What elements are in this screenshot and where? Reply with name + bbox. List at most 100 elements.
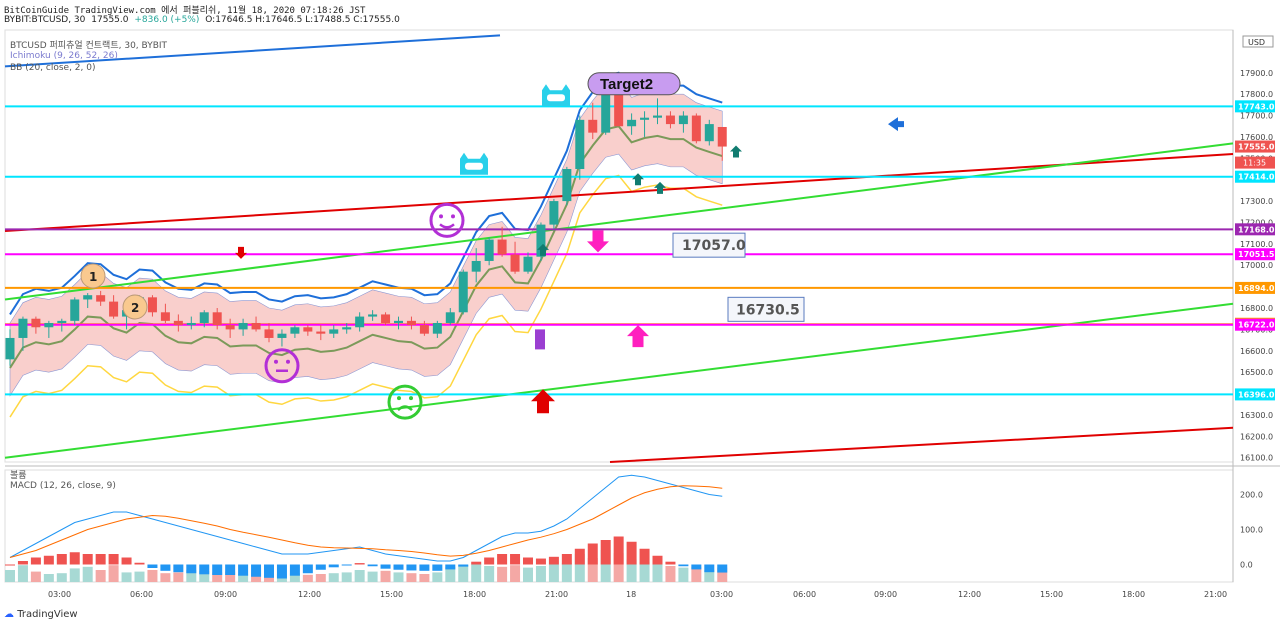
legend-title: BTCUSD 퍼피츄얼 컨트랙트, 30, BYBIT: [10, 41, 168, 51]
macd-histogram-bar: [289, 564, 300, 576]
volume-bar: [406, 573, 417, 582]
candle-body: [57, 320, 67, 323]
legend-bb[interactable]: BB (20, close, 2, 0): [10, 63, 96, 73]
ohlc-values: O:17646.5 H:17646.5 L:17488.5 C:17555.0: [205, 15, 400, 25]
price-label-tag: [1235, 281, 1275, 294]
macd-histogram-bar: [5, 564, 15, 566]
volume-bar: [367, 571, 378, 582]
currency-label: USD: [1248, 38, 1265, 47]
price-label-text: 17555.0: [1238, 143, 1275, 152]
bollinger-lower-line: [9, 174, 723, 418]
time-tick-label: 18: [626, 590, 636, 599]
candle-body: [355, 316, 365, 328]
tradingview-logo[interactable]: ☁ TradingView: [4, 609, 78, 620]
volume-bar: [173, 572, 184, 582]
volume-bar: [626, 559, 637, 582]
up-arrow-icon: [627, 325, 649, 348]
macd-histogram-bar: [535, 558, 546, 565]
price-tick-label: 17300.0: [1240, 197, 1273, 206]
macd-histogram-bar: [587, 543, 598, 565]
volume-bar: [548, 564, 559, 582]
publish-header: BitCoinGuide TradingView.com 에서 퍼블리쉬, 11…: [4, 6, 366, 16]
signal-line: [9, 485, 723, 558]
candle-body: [523, 256, 533, 272]
volume-bar: [691, 566, 702, 582]
target2-bubble: [587, 72, 681, 96]
volume-bar: [186, 570, 197, 582]
volume-bar: [445, 566, 456, 582]
macd-histogram-bar: [121, 557, 132, 565]
price-label-text: 16722.0: [1238, 321, 1275, 330]
marker-1-label: 1: [89, 270, 97, 284]
legend-macd[interactable]: MACD (12, 26, close, 9): [10, 481, 116, 491]
blue-trendline: [4, 34, 501, 68]
volume-bar: [43, 574, 54, 582]
down-arrow-icon: [587, 230, 609, 253]
candle-body: [497, 239, 507, 255]
volume-bar: [419, 574, 430, 582]
volume-bar: [497, 566, 508, 582]
price-tick-label: 16500.0: [1240, 368, 1273, 377]
candle-body: [277, 333, 287, 338]
symbol-name[interactable]: BYBIT:BTCUSD, 30: [4, 15, 86, 25]
candle-body: [329, 329, 339, 334]
time-tick-label: 18:00: [1122, 590, 1145, 599]
legend-volume[interactable]: 볼륨: [10, 471, 27, 481]
symbol-header: BYBIT:BTCUSD, 30 17555.0 +836.0 (+5%) O:…: [4, 15, 400, 25]
volume-bar: [380, 570, 391, 582]
volume-bar: [535, 566, 546, 582]
macd-histogram-bar: [639, 548, 650, 565]
volume-bar: [56, 573, 67, 582]
macd-histogram-bar: [406, 564, 417, 571]
macd-histogram-bar: [30, 557, 41, 565]
macd-histogram-bar: [341, 564, 352, 566]
macd-histogram-bar: [652, 555, 663, 565]
macd-histogram-bar: [665, 561, 676, 565]
legend-ichimoku[interactable]: Ichimoku (9, 26, 52, 26): [10, 51, 118, 61]
volume-bar: [315, 574, 326, 582]
macd-histogram-bar: [315, 564, 326, 570]
candle-body: [406, 320, 416, 326]
candle-body: [199, 312, 209, 323]
candle-body: [173, 320, 183, 326]
volume-bar: [251, 573, 262, 582]
price-label-text: 17168.0: [1238, 225, 1275, 234]
price-label-tag: [1235, 223, 1275, 236]
macd-histogram-bar: [147, 564, 158, 568]
currency-badge: [1242, 35, 1274, 48]
macd-histogram-bar: [17, 561, 28, 565]
price-label-tag: [1235, 140, 1275, 153]
macd-histogram-bar: [419, 564, 430, 571]
cat-icon: [542, 84, 570, 107]
candle-body: [627, 119, 637, 127]
macd-histogram-bar: [717, 564, 728, 573]
volume-bar: [328, 573, 339, 582]
candle-body: [342, 327, 352, 330]
macd-histogram-bar: [471, 561, 482, 565]
green-trendline-lower: [4, 302, 1234, 459]
macd-histogram-bar: [302, 564, 313, 574]
target2-label: Target2: [600, 76, 653, 93]
macd-tick-label: 0.0: [1240, 561, 1253, 570]
price-tick-label: 17900.0: [1240, 69, 1273, 78]
macd-histogram-bar: [199, 564, 210, 575]
volume-bar: [134, 571, 145, 582]
target2-callout: [587, 72, 681, 96]
sad-face-icon: [387, 384, 423, 420]
macd-histogram-bar: [497, 554, 508, 565]
candle-body: [251, 322, 261, 330]
cat-eyes: [465, 162, 483, 170]
macd-histogram-bar: [95, 554, 106, 565]
volume-bar: [264, 574, 274, 582]
volume-bar: [302, 574, 313, 582]
macd-histogram-bar: [484, 557, 495, 565]
time-tick-label: 09:00: [874, 590, 897, 599]
macd-histogram-bar: [600, 540, 611, 565]
up-arrow-icon: [531, 389, 555, 414]
time-tick-label: 06:00: [130, 590, 153, 599]
green-trendline-upper: [4, 142, 1234, 301]
price-box-1-label: 17057.0: [682, 238, 746, 254]
macd-histogram-bar: [574, 548, 585, 565]
red-trendline-lower: [609, 426, 1234, 463]
